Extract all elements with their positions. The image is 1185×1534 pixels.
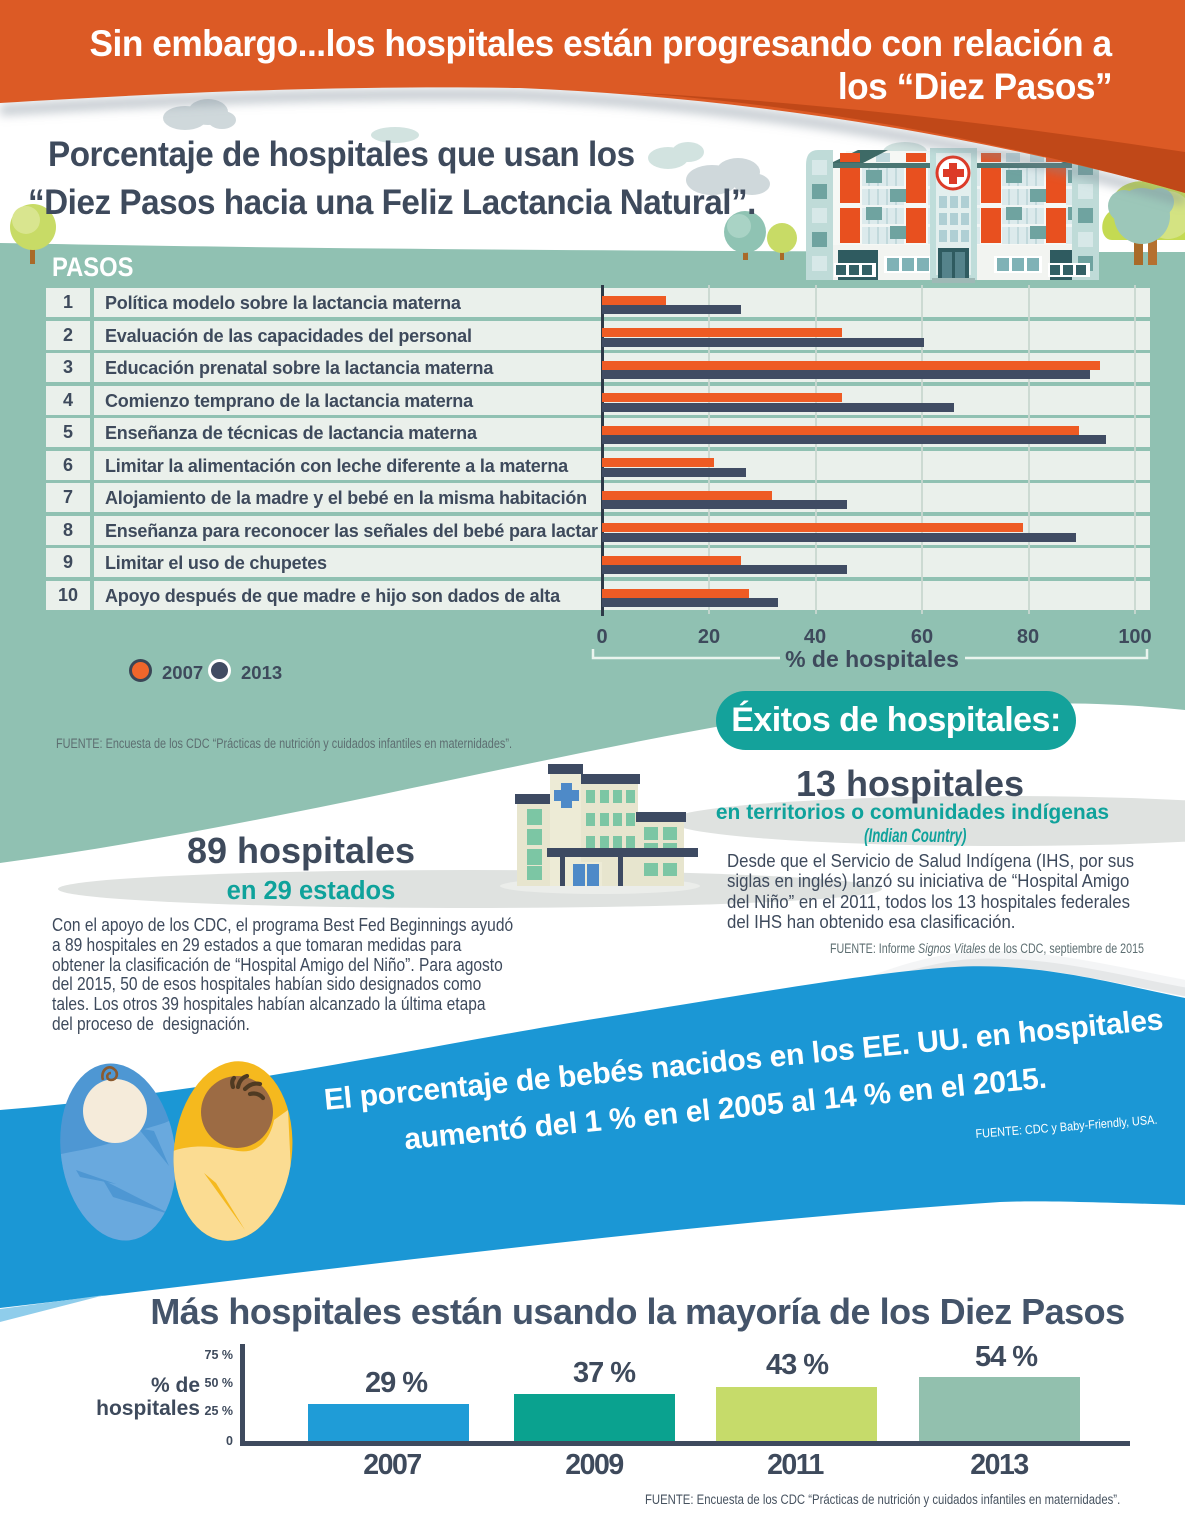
svg-text:% de hospitales: % de hospitales bbox=[785, 648, 959, 670]
